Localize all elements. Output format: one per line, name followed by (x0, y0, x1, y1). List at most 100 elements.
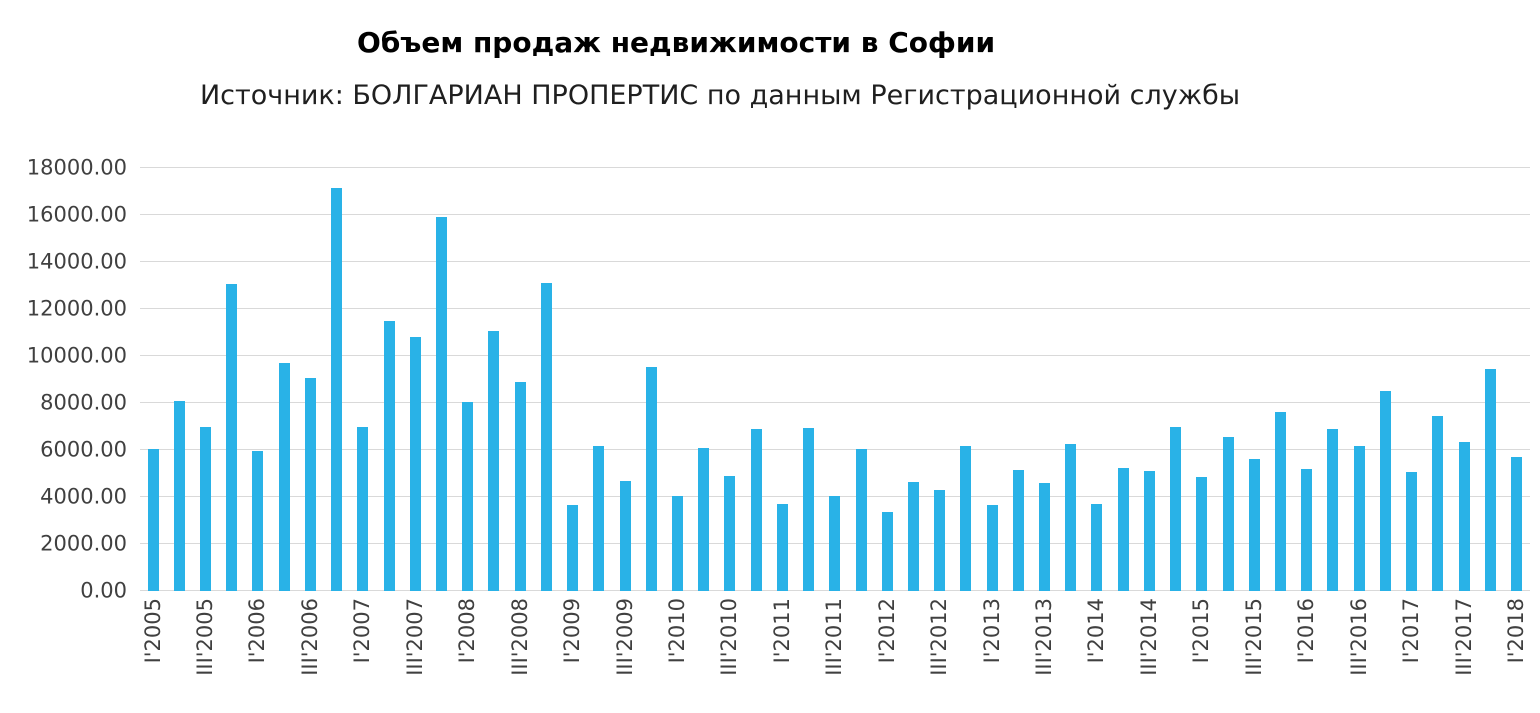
gridline (140, 402, 1530, 403)
x-label-slot: III'2009 (612, 591, 638, 709)
x-label-slot (795, 591, 821, 709)
bar (1039, 482, 1051, 591)
bar-slot (769, 168, 795, 591)
bar-slot (350, 168, 376, 591)
x-tick-label: III'2007 (402, 598, 427, 676)
x-label-slot: III'2006 (297, 591, 323, 709)
x-label-slot (481, 591, 507, 709)
gridline (140, 167, 1530, 168)
bar (1353, 446, 1365, 591)
bar (1484, 368, 1496, 591)
x-label-slot: I'2008 (455, 591, 481, 709)
x-label-slot (1110, 591, 1136, 709)
x-label-slot (1163, 591, 1189, 709)
bar-slot (664, 168, 690, 591)
bar (1091, 504, 1103, 591)
bar-slot (586, 168, 612, 591)
y-tick-label: 0.00 (80, 578, 127, 603)
bar (1379, 391, 1391, 591)
x-label-slot: I'2014 (1084, 591, 1110, 709)
bar-slot (1084, 168, 1110, 591)
bar (383, 320, 395, 591)
bar (698, 447, 710, 591)
y-tick-label: 10000.00 (26, 343, 127, 368)
bar (803, 427, 815, 591)
x-label-slot: I'2015 (1189, 591, 1215, 709)
gridline (140, 355, 1530, 356)
bar (829, 495, 841, 591)
bar (1222, 437, 1234, 591)
x-tick-label: III'2010 (717, 598, 742, 676)
bar (1248, 459, 1260, 591)
bar (1117, 467, 1129, 591)
x-label-slot (1005, 591, 1031, 709)
bar-slot (822, 168, 848, 591)
bar-slot (297, 168, 323, 591)
bar (1301, 468, 1313, 591)
x-tick-label: I'2012 (874, 598, 899, 664)
x-label-slot: III'2017 (1451, 591, 1477, 709)
x-label-slot (743, 591, 769, 709)
y-tick-label: 4000.00 (40, 484, 127, 509)
bar (357, 426, 369, 591)
x-label-slot: I'2006 (245, 591, 271, 709)
bar-slot (481, 168, 507, 591)
x-label-slot (953, 591, 979, 709)
x-label-slot (376, 591, 402, 709)
x-tick-label: I'2018 (1503, 598, 1528, 664)
y-tick-label: 2000.00 (40, 531, 127, 556)
plot-area (140, 167, 1530, 591)
x-tick-label: III'2011 (822, 598, 847, 676)
bar-slot (743, 168, 769, 591)
x-tick-label: III'2014 (1136, 598, 1161, 676)
x-label-slot: I'2016 (1294, 591, 1320, 709)
bar (173, 400, 185, 591)
x-label-slot (428, 591, 454, 709)
bar (540, 283, 552, 591)
x-tick-label: III'2009 (612, 598, 637, 676)
bar-slot (324, 168, 350, 591)
x-label-slot (219, 591, 245, 709)
x-label-slot (691, 591, 717, 709)
x-tick-label: I'2007 (350, 598, 375, 664)
bar (986, 505, 998, 591)
chart-subtitle: Источник: БОЛГАРИАН ПРОПЕРТИС по данным … (199, 80, 1241, 111)
x-tick-label: I'2008 (455, 598, 480, 664)
x-label-slot: III'2014 (1136, 591, 1162, 709)
x-label-slot: I'2017 (1399, 591, 1425, 709)
x-label-slot (533, 591, 559, 709)
bar (488, 331, 500, 591)
bar-slot (900, 168, 926, 591)
bar-slot (1267, 168, 1293, 591)
x-label-slot: III'2007 (402, 591, 428, 709)
bar-slot (455, 168, 481, 591)
bar (881, 512, 893, 591)
gridline (140, 449, 1530, 451)
x-label-slot (848, 591, 874, 709)
x-label-slot (586, 591, 612, 709)
x-label-slot: III'2016 (1346, 591, 1372, 709)
bar-slot (1477, 168, 1503, 591)
x-label-slot: I'2007 (350, 591, 376, 709)
y-tick-label: 6000.00 (40, 437, 127, 462)
bar (619, 480, 631, 591)
bar (855, 448, 867, 591)
bar (1406, 472, 1418, 591)
bar-slot (1294, 168, 1320, 591)
bar-slot (638, 168, 664, 591)
x-label-slot: I'2010 (664, 591, 690, 709)
bar (409, 337, 421, 591)
x-tick-label: I'2013 (979, 598, 1004, 664)
chart-title: Объем продаж недвижимости в Софии (356, 26, 996, 59)
bar (1275, 412, 1287, 591)
y-tick-label: 14000.00 (26, 249, 127, 274)
bar (1458, 441, 1470, 591)
x-tick-label: III'2006 (297, 598, 322, 676)
bar-slot (1425, 168, 1451, 591)
bar-slot (1320, 168, 1346, 591)
x-label-slot: I'2018 (1503, 591, 1529, 709)
x-tick-label: I'2017 (1399, 598, 1424, 664)
x-label-slot (1267, 591, 1293, 709)
bar-slot (1110, 168, 1136, 591)
x-label-slot (1320, 591, 1346, 709)
